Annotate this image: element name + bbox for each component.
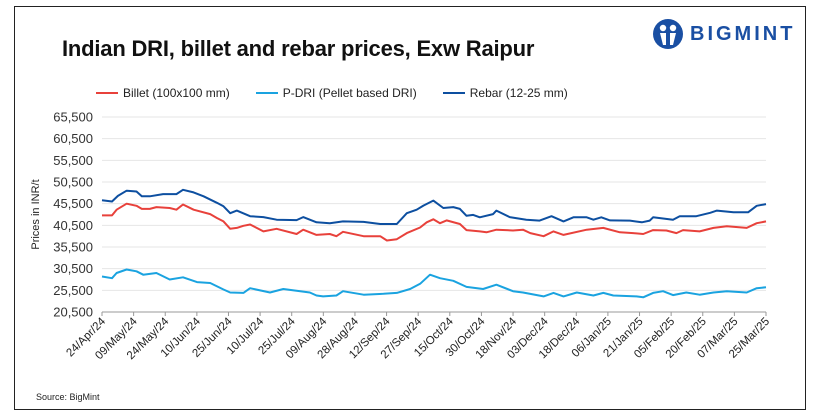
chart-frame: [14, 6, 806, 410]
legend-item-pdri: P-DRI (Pellet based DRI): [255, 86, 417, 100]
bigmint-logo: BIGMINT: [652, 18, 795, 50]
y-tick-label: 20,500: [53, 305, 93, 320]
chart-legend: Billet (100x100 mm) P-DRI (Pellet based …: [96, 86, 568, 100]
legend-item-rebar: Rebar (12-25 mm): [442, 86, 568, 100]
bigmint-logo-icon: [653, 19, 683, 49]
legend-swatch-pdri: [255, 92, 278, 94]
series-line-billet: [102, 202, 767, 242]
y-tick-label: 30,500: [53, 261, 93, 276]
legend-swatch-rebar: [442, 92, 465, 94]
y-tick-label: 25,500: [53, 283, 93, 298]
legend-item-billet: Billet (100x100 mm): [96, 86, 230, 100]
y-tick-label: 40,500: [53, 218, 93, 233]
y-tick-label: 45,500: [53, 196, 93, 211]
y-tick-label: 50,500: [53, 175, 93, 190]
series-line-pdri: [101, 268, 767, 299]
legend-label-billet: Billet (100x100 mm): [123, 86, 230, 100]
legend-swatch-billet: [96, 92, 118, 94]
logo-text: BIGMINT: [690, 22, 796, 45]
legend-label-rebar: Rebar (12-25 mm): [469, 86, 568, 100]
y-tick-label: 35,500: [53, 240, 93, 255]
y-tick-label: 55,500: [53, 153, 93, 168]
y-tick-label: 65,500: [53, 110, 93, 125]
chart-title: Indian DRI, billet and rebar prices, Exw…: [62, 36, 535, 61]
series-line-rebar: [101, 188, 767, 225]
y-axis-title: Prices in INR/t: [30, 179, 42, 249]
legend-label-pdri: P-DRI (Pellet based DRI): [282, 86, 417, 100]
y-tick-label: 60,500: [53, 131, 93, 146]
source-note: Source: BigMint: [36, 392, 100, 402]
